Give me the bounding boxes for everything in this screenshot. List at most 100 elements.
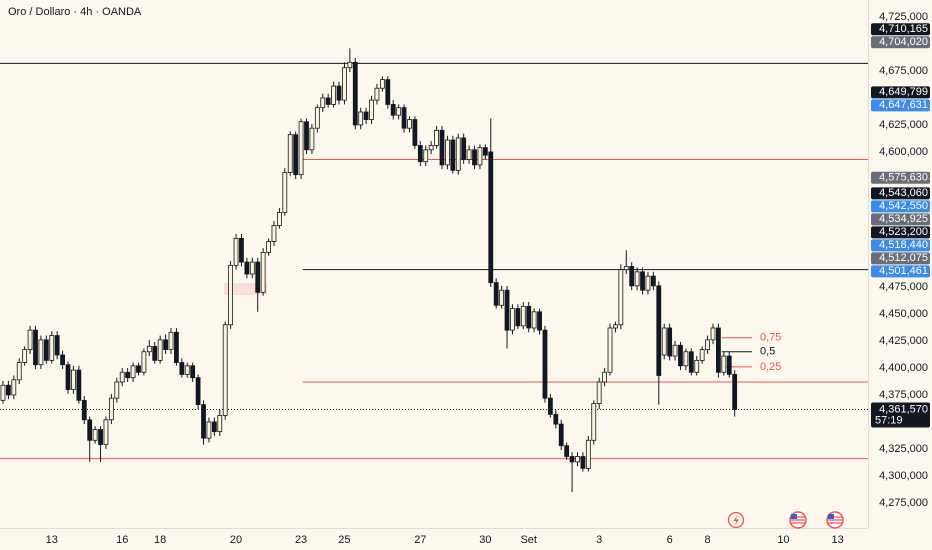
candle-body	[43, 339, 49, 361]
y-tick-label: 4,300,000	[879, 470, 928, 482]
candle-body	[314, 107, 320, 129]
candle-body	[130, 365, 136, 379]
candle-body	[678, 344, 683, 367]
x-tick-label: 6	[667, 534, 673, 546]
candle-body	[163, 339, 168, 350]
fib-label: 0,25	[760, 361, 781, 373]
candle-body	[634, 271, 640, 287]
candle-body	[87, 419, 93, 441]
candle-body	[157, 339, 163, 361]
candle-body	[493, 282, 499, 306]
candle-body	[434, 129, 439, 146]
x-tick-label: 27	[414, 534, 426, 546]
candle-body	[98, 429, 103, 446]
candle-body	[27, 329, 33, 350]
candle-body	[179, 362, 185, 375]
candle-body	[271, 224, 277, 242]
candle-body	[136, 365, 141, 373]
candle-body	[195, 377, 201, 406]
candle-body	[667, 327, 673, 357]
candle-body	[504, 289, 510, 331]
candle-body	[152, 345, 158, 361]
candle-body	[76, 369, 82, 401]
candle-body	[342, 67, 347, 101]
candle-body	[379, 79, 385, 89]
candle-body	[542, 329, 548, 399]
candle-body	[569, 456, 575, 463]
candle-body	[260, 251, 266, 293]
candle-body	[201, 404, 206, 439]
candle-body	[461, 137, 467, 160]
x-tick-label: 18	[154, 534, 166, 546]
candle-body	[423, 149, 429, 163]
price-tag	[871, 187, 930, 200]
candle-body	[325, 97, 331, 105]
candle-body	[38, 339, 44, 366]
candle-body	[146, 345, 152, 353]
price-tag	[871, 86, 930, 99]
candle-body	[650, 275, 656, 287]
candle-body	[385, 79, 391, 105]
candle-body	[721, 355, 727, 373]
candle-body	[217, 415, 223, 433]
economic-event-icon[interactable]	[789, 511, 807, 529]
candle-body	[428, 145, 434, 151]
x-tick-label: 30	[479, 534, 491, 546]
candle-body	[515, 308, 521, 327]
event-icon[interactable]	[727, 511, 745, 529]
candle-body	[656, 285, 662, 376]
candle-body	[618, 269, 624, 326]
candle-body	[477, 147, 483, 166]
candle-body	[390, 104, 396, 116]
candle-body	[320, 97, 326, 109]
candle-body	[645, 275, 651, 291]
candle-body	[553, 413, 559, 425]
y-tick-label: 4,425,000	[879, 335, 928, 347]
candle-body	[672, 344, 678, 357]
y-tick-label: 4,725,000	[879, 11, 928, 23]
candle-body	[407, 119, 412, 129]
candle-body	[233, 237, 239, 266]
x-tick-label: 3	[596, 534, 602, 546]
candle-body	[629, 266, 635, 287]
candle-body	[249, 261, 255, 275]
candle-body	[222, 324, 228, 416]
candle-body	[705, 339, 710, 350]
candle-body	[54, 335, 60, 356]
x-tick-label: 13	[832, 534, 844, 546]
candle-body	[439, 129, 445, 166]
candle-body	[699, 349, 705, 361]
candle-body	[596, 381, 602, 404]
candle-body	[417, 145, 423, 163]
candle-body	[358, 111, 364, 126]
countdown-label: 57:19	[875, 414, 903, 426]
candle-body	[694, 359, 700, 373]
candle-body	[531, 311, 537, 329]
candle-body	[11, 379, 17, 396]
price-tag	[871, 171, 930, 184]
candle-body	[526, 305, 532, 329]
candle-body	[92, 429, 98, 441]
price-tag-label: 4,501,461	[879, 265, 928, 277]
x-tick-label: Set	[520, 534, 537, 546]
candle-body	[488, 151, 494, 284]
candle-body	[369, 99, 374, 120]
candle-body	[276, 212, 282, 226]
price-tag-label: 4,543,060	[879, 187, 928, 199]
candle-body	[282, 172, 288, 213]
candle-body	[363, 111, 369, 120]
price-tag	[871, 23, 930, 36]
fib-label: 0,75	[760, 332, 781, 344]
candle-body	[16, 362, 22, 381]
y-tick-label: 4,375,000	[879, 389, 928, 401]
x-tick-label: 10	[777, 534, 789, 546]
economic-event-icon[interactable]	[826, 511, 844, 529]
candle-body	[331, 85, 336, 105]
candle-body	[125, 371, 131, 379]
price-tag-label: 4,710,165	[879, 23, 928, 35]
candle-body	[585, 439, 591, 469]
candle-body	[455, 137, 461, 171]
candle-body	[510, 308, 515, 331]
candle-body	[298, 121, 304, 176]
